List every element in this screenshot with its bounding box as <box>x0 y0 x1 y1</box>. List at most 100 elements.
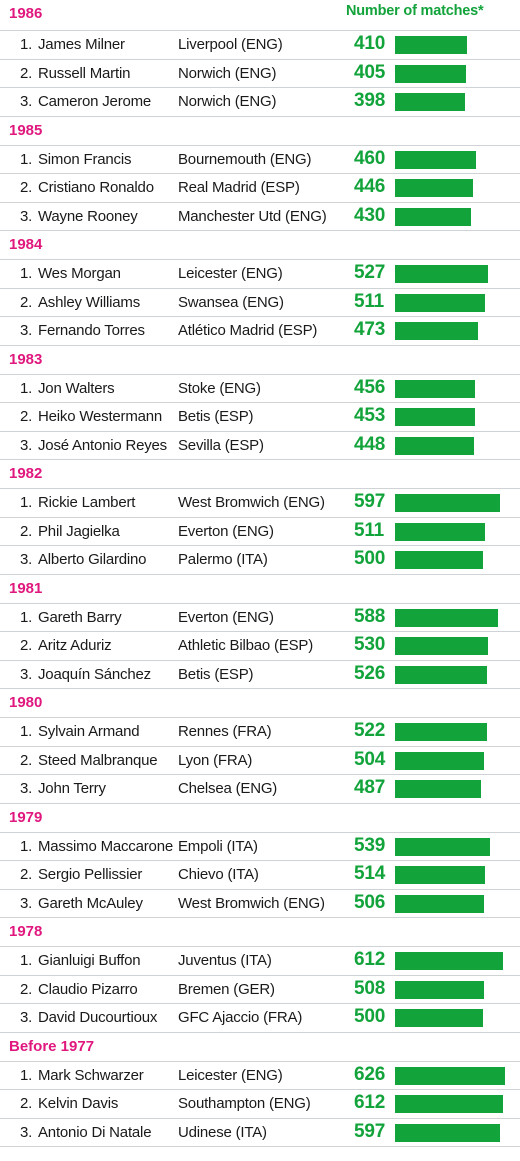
player-name: John Terry <box>38 780 106 797</box>
year-label: 1980 <box>9 694 43 711</box>
player-name: Kelvin Davis <box>38 1095 119 1112</box>
bar <box>395 379 475 398</box>
table-row: 1. Gianluigi Buffon Juventus (ITA) 612 <box>0 946 520 975</box>
year-label: 1978 <box>9 923 43 940</box>
club-name: GFC Ajaccio (FRA) <box>178 1009 303 1026</box>
bar <box>395 637 488 655</box>
rank-label: 2. <box>20 866 33 883</box>
rank-label: 1. <box>20 36 33 53</box>
bar <box>395 322 478 340</box>
player-name: Wayne Rooney <box>38 207 138 225</box>
data-label: 446 <box>354 176 386 197</box>
rank-label: 3. <box>20 780 33 797</box>
group-divider <box>0 115 520 117</box>
table-row: 3. Alberto Gilardino Palermo (ITA) 500 <box>0 545 520 574</box>
year-label: Before 1977 <box>9 1037 95 1055</box>
bar <box>395 751 484 770</box>
club-name: Leicester (ENG) <box>178 1066 283 1084</box>
table-row: 1. Sylvain Armand Rennes (FRA) 522 <box>0 717 520 746</box>
table-row: 2. Russell Martin Norwich (ENG) 405 <box>0 58 520 88</box>
bar <box>395 1066 505 1085</box>
player-name: José Antonio Reyes <box>38 436 167 454</box>
table-row: 3. Joaquín Sánchez Betis (ESP) 526 <box>0 659 520 689</box>
data-label: 405 <box>354 61 386 83</box>
table-row: 1. James Milner Liverpool (ENG) 410 <box>0 30 520 59</box>
club-name: Udinese (ITA) <box>178 1123 267 1141</box>
table-row: 2. Claudio Pizarro Bremen (GER) 508 <box>0 974 520 1004</box>
player-name: Gianluigi Buffon <box>38 952 141 969</box>
rank-label: 3. <box>20 207 33 225</box>
data-label: 588 <box>354 605 386 627</box>
player-name: Fernando Torres <box>38 322 145 339</box>
year-label: 1982 <box>9 465 43 482</box>
year-group: Before 1977 1. Mark Schwarzer Leicester (EN… <box>0 1033 520 1147</box>
table-row: 3. Antonio Di Natale Udinese (ITA) 597 <box>0 1117 520 1147</box>
rank-label: 2. <box>20 980 33 998</box>
rank-label: 1. <box>20 379 33 397</box>
club-name: Liverpool (ENG) <box>178 36 283 53</box>
club-name: West Bromwich (ENG) <box>178 494 325 511</box>
player-name: Antonio Di Natale <box>38 1123 152 1141</box>
value-column-header: Number of matches* <box>346 3 484 19</box>
data-label: 530 <box>354 634 386 655</box>
bar <box>395 207 471 226</box>
bar <box>395 551 483 569</box>
table-row: 1. Rickie Lambert West Bromwich (ENG) 597 <box>0 488 520 517</box>
bar <box>395 665 487 684</box>
player-name: Steed Malbranque <box>38 751 158 769</box>
player-name: Russell Martin <box>38 64 131 82</box>
bar <box>395 780 481 798</box>
data-label: 527 <box>354 262 386 283</box>
rank-label: 1. <box>20 723 33 740</box>
bar <box>395 293 485 312</box>
year-label: 1979 <box>9 808 43 826</box>
player-name: Gareth McAuley <box>38 894 143 912</box>
table-row: 1. Wes Morgan Leicester (ENG) 527 <box>0 259 520 288</box>
data-label: 526 <box>354 662 386 684</box>
rank-label: 2. <box>20 522 33 540</box>
data-label: 410 <box>354 33 386 54</box>
data-label: 453 <box>354 405 386 426</box>
bar <box>395 93 465 111</box>
player-name: Cameron Jerome <box>38 93 152 110</box>
data-label: 539 <box>354 834 386 856</box>
bar <box>395 436 474 455</box>
table-row: 2. Phil Jagielka Everton (ENG) 511 <box>0 516 520 546</box>
club-name: Athletic Bilbao (ESP) <box>178 637 314 654</box>
rank-label: 2. <box>20 408 33 425</box>
player-name: Simon Francis <box>38 150 132 168</box>
year-group: 1981 1. Gareth Barry Everton (ENG) 588 2. Arit… <box>0 575 520 689</box>
club-name: Norwich (ENG) <box>178 64 277 82</box>
year-group: 1978 1. Gianluigi Buffon Juventus (ITA) 612 2… <box>0 918 520 1033</box>
data-label: 506 <box>354 891 386 913</box>
data-label: 511 <box>354 290 385 312</box>
player-name: Joaquín Sánchez <box>38 665 151 683</box>
player-name: Rickie Lambert <box>38 494 136 511</box>
rank-label: 1. <box>20 494 33 511</box>
rank-label: 2. <box>20 179 33 196</box>
player-name: Ashley Williams <box>38 293 141 311</box>
player-name: James Milner <box>38 36 125 53</box>
player-name: Alberto Gilardino <box>38 551 147 568</box>
year-group: 1985 1. Simon Francis Bournemouth (ENG) 460 2… <box>0 117 520 231</box>
group-divider <box>0 688 520 689</box>
club-name: Swansea (ENG) <box>178 293 284 311</box>
rank-label: 3. <box>20 894 33 912</box>
table-row: 3. Wayne Rooney Manchester Utd (ENG) 430 <box>0 201 520 231</box>
bar <box>395 179 473 197</box>
data-label: 500 <box>354 548 386 569</box>
data-label: 430 <box>354 204 386 226</box>
club-name: Betis (ESP) <box>178 665 254 683</box>
data-label: 448 <box>354 433 386 455</box>
player-name: Massimo Maccarone <box>38 837 173 855</box>
club-name: Lyon (FRA) <box>178 751 253 769</box>
group-divider <box>0 573 520 575</box>
club-name: Juventus (ITA) <box>178 952 272 969</box>
rank-label: 1. <box>20 1066 33 1084</box>
table-row: 3. Gareth McAuley West Bromwich (ENG) 506 <box>0 888 520 918</box>
player-name: Phil Jagielka <box>38 522 120 540</box>
club-name: Empoli (ITA) <box>178 837 258 855</box>
table-row: 3. John Terry Chelsea (ENG) 487 <box>0 774 520 803</box>
